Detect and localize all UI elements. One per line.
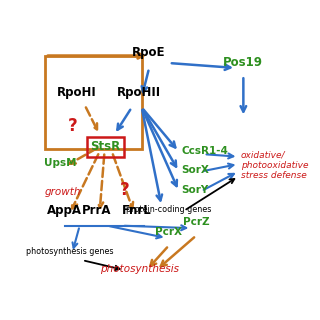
Text: PcrX: PcrX (156, 227, 182, 237)
Bar (45, 56, 142, 149)
Text: ?: ? (119, 181, 129, 199)
Text: PcrZ: PcrZ (183, 217, 210, 227)
Text: protein-coding genes: protein-coding genes (126, 205, 212, 214)
Bar (87, 137, 124, 157)
Text: RpoHI: RpoHI (57, 86, 97, 99)
Text: growth: growth (45, 188, 82, 197)
Text: Pos19: Pos19 (223, 56, 263, 69)
Text: SorX: SorX (181, 165, 209, 175)
Text: photosynthesis genes: photosynthesis genes (26, 247, 114, 256)
Text: AppA: AppA (47, 204, 82, 217)
Text: photosynthesis: photosynthesis (100, 264, 179, 275)
Text: PrrA: PrrA (82, 204, 112, 217)
Text: oxidative/: oxidative/ (241, 151, 285, 160)
Text: UpsM: UpsM (44, 158, 76, 168)
Text: CcsR1-4: CcsR1-4 (181, 146, 228, 156)
Text: SorY: SorY (181, 185, 209, 195)
Text: FnrL: FnrL (122, 204, 152, 217)
Text: stress defense: stress defense (241, 171, 307, 180)
Text: RpoHII: RpoHII (117, 86, 161, 99)
Text: photooxidative: photooxidative (241, 161, 308, 170)
Text: RpoE: RpoE (132, 46, 166, 59)
Text: ?: ? (68, 117, 77, 135)
Text: StsR: StsR (91, 140, 121, 153)
